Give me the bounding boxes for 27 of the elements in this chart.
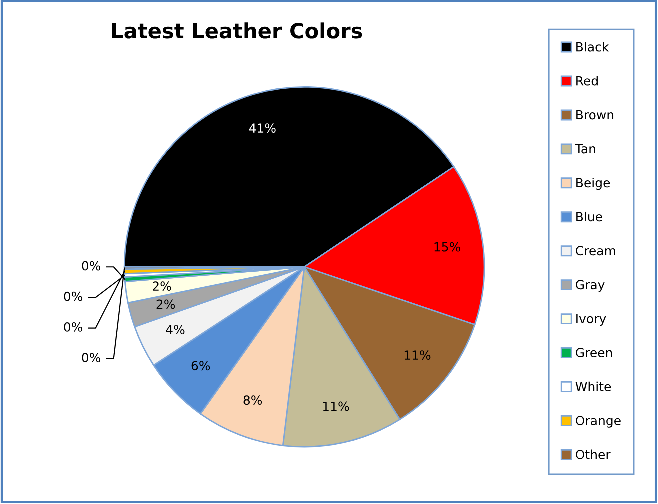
data-label: 0% [64, 322, 83, 332]
legend-label: Blue [576, 212, 602, 222]
legend-label: Orange [576, 416, 621, 428]
legend-label: Black [576, 42, 610, 52]
data-label: 6% [192, 361, 210, 371]
legend-label: Ivory [576, 314, 606, 326]
legend-label: Brown [576, 110, 614, 120]
data-label: 11% [323, 402, 350, 412]
legend-label: Beige [576, 178, 610, 190]
legend-label: Red [576, 76, 598, 86]
data-label: 0% [82, 261, 101, 271]
data-label: 41% [249, 124, 276, 134]
data-label: 0% [64, 292, 83, 302]
data-label: 0% [82, 353, 101, 363]
legend-label: Tan [575, 144, 596, 154]
data-label: 11% [404, 350, 431, 360]
legend-label: White [576, 382, 612, 392]
data-label: 2% [156, 300, 176, 310]
data-label: 8% [244, 396, 262, 406]
chart-title: Latest Leather Colors [112, 22, 362, 39]
legend-label: Gray [576, 280, 605, 292]
legend-label: Green [576, 348, 612, 358]
legend-label: Other [576, 450, 611, 460]
data-label: 2% [153, 282, 172, 292]
legend-label: Cream [576, 246, 616, 256]
data-label: 4% [166, 325, 185, 334]
data-label: 15% [434, 242, 460, 252]
